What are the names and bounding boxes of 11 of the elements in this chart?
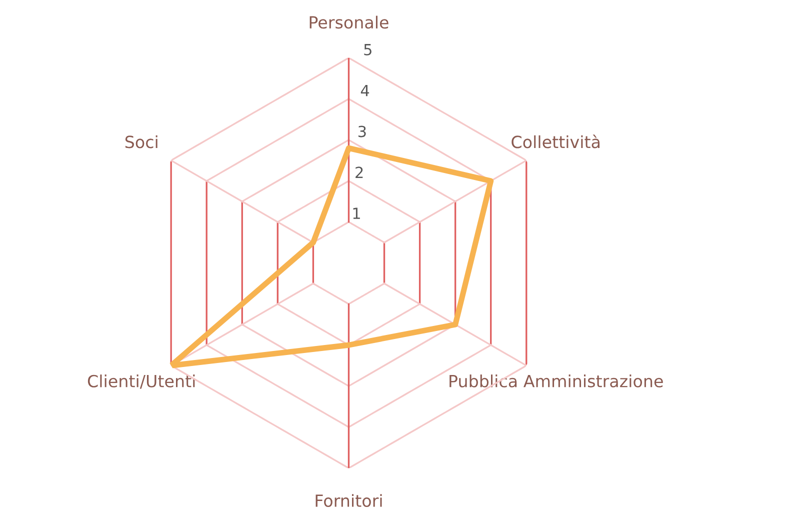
spoke-label: Fornitori <box>316 494 382 508</box>
spoke-label: Clienti/Utenti <box>88 374 195 389</box>
spoke-label: Personale <box>310 16 388 29</box>
spoke-label: Collettività <box>512 134 600 148</box>
y-tick-label: 2 <box>356 166 363 178</box>
y-tick-label: 5 <box>364 44 372 56</box>
spoke-label: Pubblica Amministrazione <box>450 374 663 388</box>
y-tick-label: 3 <box>358 126 366 138</box>
spoke-label: Soci <box>125 135 158 148</box>
y-tick-label: 1 <box>353 208 360 219</box>
y-tick-label: 4 <box>360 84 370 96</box>
